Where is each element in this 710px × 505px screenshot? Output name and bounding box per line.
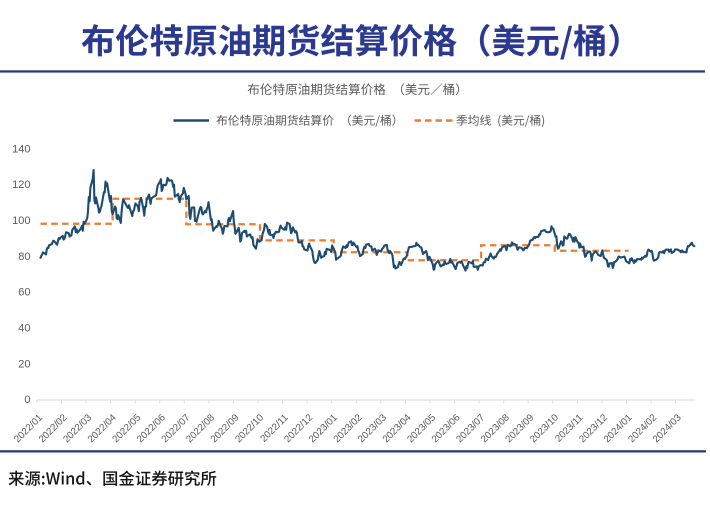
svg-text:60: 60	[18, 287, 30, 299]
svg-text:40: 40	[18, 323, 30, 335]
svg-text:120: 120	[12, 179, 30, 191]
svg-text:20: 20	[18, 358, 30, 370]
svg-text:80: 80	[18, 251, 30, 263]
svg-text:140: 140	[12, 143, 30, 155]
svg-text:100: 100	[12, 215, 30, 227]
svg-text:0: 0	[24, 394, 30, 406]
